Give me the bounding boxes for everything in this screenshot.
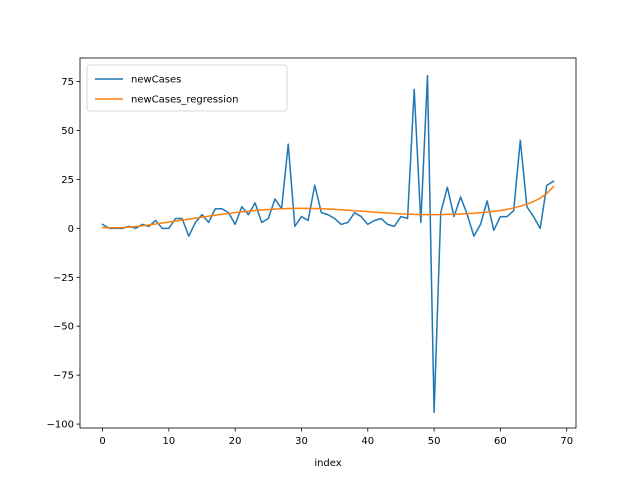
y-tick-label: 50	[61, 126, 74, 137]
x-tick-label: 0	[99, 436, 105, 447]
x-tick-label: 70	[560, 436, 573, 447]
y-tick-label: −25	[53, 273, 74, 284]
legend-label-newCases: newCases	[131, 75, 181, 86]
x-tick-label: 60	[494, 436, 507, 447]
y-axis: −100 −75 −50 −25 0 25 50 75	[47, 77, 80, 431]
y-tick-label: 25	[61, 175, 74, 186]
x-tick-label: 50	[428, 436, 441, 447]
series-line-newCases	[101, 74, 555, 414]
y-tick-label: 0	[68, 224, 74, 235]
x-tick-label: 20	[229, 436, 242, 447]
y-tick-label: 75	[61, 77, 74, 88]
y-tick-label: −100	[47, 420, 74, 431]
x-axis: 0 10 20 30 40 50 60 70	[99, 428, 573, 447]
plot-frame	[79, 57, 577, 429]
legend: newCases newCases_regression	[86, 64, 288, 112]
x-tick-label: 30	[295, 436, 308, 447]
x-tick-label: 40	[361, 436, 374, 447]
y-tick-label: −50	[53, 322, 74, 333]
x-axis-label: index	[314, 458, 341, 469]
series-layer	[101, 74, 555, 414]
legend-label-newCases_regression: newCases_regression	[131, 95, 238, 106]
y-tick-label: −75	[53, 371, 74, 382]
series-line-newCases_regression	[101, 185, 555, 229]
legend-box	[86, 64, 288, 112]
x-tick-label: 10	[162, 436, 175, 447]
axes-frame	[79, 57, 577, 429]
plot-area	[80, 58, 576, 428]
